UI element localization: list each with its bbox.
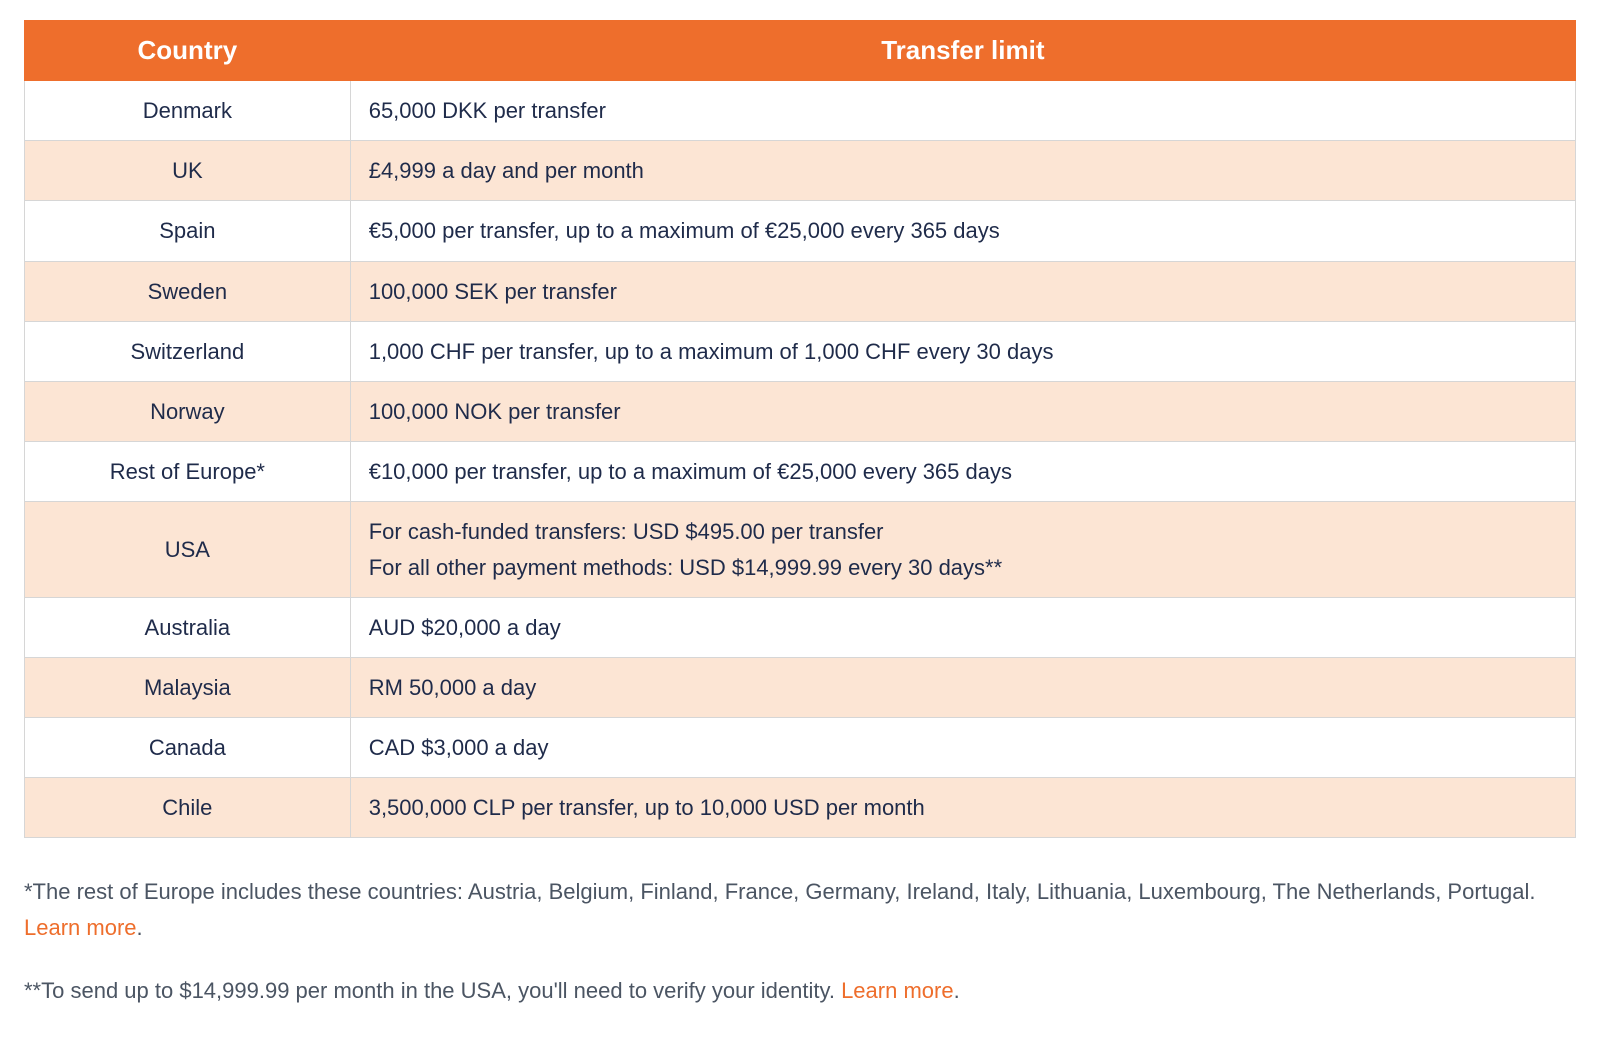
country-cell: Norway xyxy=(25,381,351,441)
footnote: **To send up to $14,999.99 per month in … xyxy=(24,973,1576,1008)
limit-cell: 3,500,000 CLP per transfer, up to 10,000… xyxy=(350,778,1575,838)
table-row: Norway100,000 NOK per transfer xyxy=(25,381,1576,441)
table-body: Denmark65,000 DKK per transferUK£4,999 a… xyxy=(25,81,1576,838)
country-cell: Sweden xyxy=(25,261,351,321)
country-cell: Denmark xyxy=(25,81,351,141)
table-row: Sweden100,000 SEK per transfer xyxy=(25,261,1576,321)
table-row: UK£4,999 a day and per month xyxy=(25,141,1576,201)
country-cell: Malaysia xyxy=(25,657,351,717)
table-header-row: Country Transfer limit xyxy=(25,21,1576,81)
limit-cell: 65,000 DKK per transfer xyxy=(350,81,1575,141)
column-header-limit: Transfer limit xyxy=(350,21,1575,81)
footnote: *The rest of Europe includes these count… xyxy=(24,874,1576,944)
table-row: MalaysiaRM 50,000 a day xyxy=(25,657,1576,717)
table-row: Denmark65,000 DKK per transfer xyxy=(25,81,1576,141)
limit-cell: €5,000 per transfer, up to a maximum of … xyxy=(350,201,1575,261)
learn-more-link[interactable]: Learn more xyxy=(24,915,137,940)
table-row: Chile3,500,000 CLP per transfer, up to 1… xyxy=(25,778,1576,838)
country-cell: Chile xyxy=(25,778,351,838)
limit-cell: 1,000 CHF per transfer, up to a maximum … xyxy=(350,321,1575,381)
column-header-country: Country xyxy=(25,21,351,81)
country-cell: Canada xyxy=(25,718,351,778)
learn-more-link[interactable]: Learn more xyxy=(841,978,954,1003)
table-row: USAFor cash-funded transfers: USD $495.0… xyxy=(25,502,1576,597)
limit-cell: £4,999 a day and per month xyxy=(350,141,1575,201)
limit-cell: CAD $3,000 a day xyxy=(350,718,1575,778)
limit-cell: €10,000 per transfer, up to a maximum of… xyxy=(350,442,1575,502)
footnote-text: *The rest of Europe includes these count… xyxy=(24,879,1535,904)
footnote-text: **To send up to $14,999.99 per month in … xyxy=(24,978,841,1003)
footnotes: *The rest of Europe includes these count… xyxy=(24,874,1576,1008)
limit-cell: 100,000 NOK per transfer xyxy=(350,381,1575,441)
table-row: Spain€5,000 per transfer, up to a maximu… xyxy=(25,201,1576,261)
table-row: AustraliaAUD $20,000 a day xyxy=(25,597,1576,657)
country-cell: USA xyxy=(25,502,351,597)
transfer-limits-table: Country Transfer limit Denmark65,000 DKK… xyxy=(24,20,1576,838)
country-cell: Rest of Europe* xyxy=(25,442,351,502)
footnote-text: . xyxy=(137,915,143,940)
table-row: Rest of Europe*€10,000 per transfer, up … xyxy=(25,442,1576,502)
limit-cell: 100,000 SEK per transfer xyxy=(350,261,1575,321)
country-cell: UK xyxy=(25,141,351,201)
footnote-text: . xyxy=(954,978,960,1003)
limit-cell: RM 50,000 a day xyxy=(350,657,1575,717)
table-row: Switzerland1,000 CHF per transfer, up to… xyxy=(25,321,1576,381)
country-cell: Switzerland xyxy=(25,321,351,381)
limit-cell: For cash-funded transfers: USD $495.00 p… xyxy=(350,502,1575,597)
limit-cell: AUD $20,000 a day xyxy=(350,597,1575,657)
table-row: CanadaCAD $3,000 a day xyxy=(25,718,1576,778)
country-cell: Australia xyxy=(25,597,351,657)
country-cell: Spain xyxy=(25,201,351,261)
